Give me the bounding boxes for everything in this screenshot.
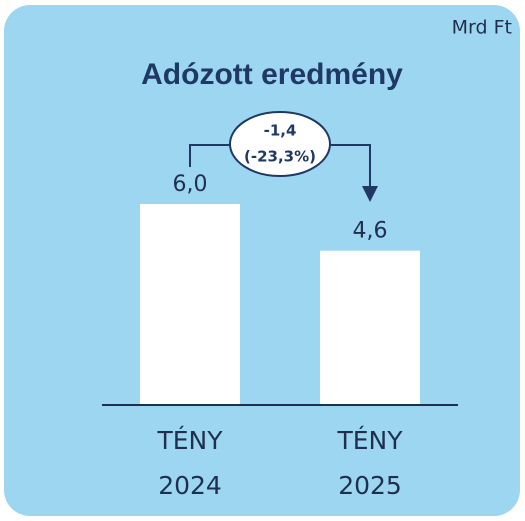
arrow-head (362, 186, 378, 202)
x-tick-label: TÉNY 2025 (337, 426, 403, 500)
chart-title: Adózott eredmény (141, 58, 403, 91)
annotation: (-23,3%) (244, 148, 316, 166)
change-bracket (189, 144, 371, 188)
bar (320, 250, 420, 404)
change-bubble (229, 111, 331, 177)
unit: Mrd Ft (452, 17, 512, 39)
value-label: 4,6 (353, 219, 388, 244)
annotation: -1,4 (264, 122, 297, 140)
x-tick-label: TÉNY 2024 (157, 426, 223, 500)
value-label: 6,0 (173, 172, 208, 197)
bar (140, 204, 240, 404)
